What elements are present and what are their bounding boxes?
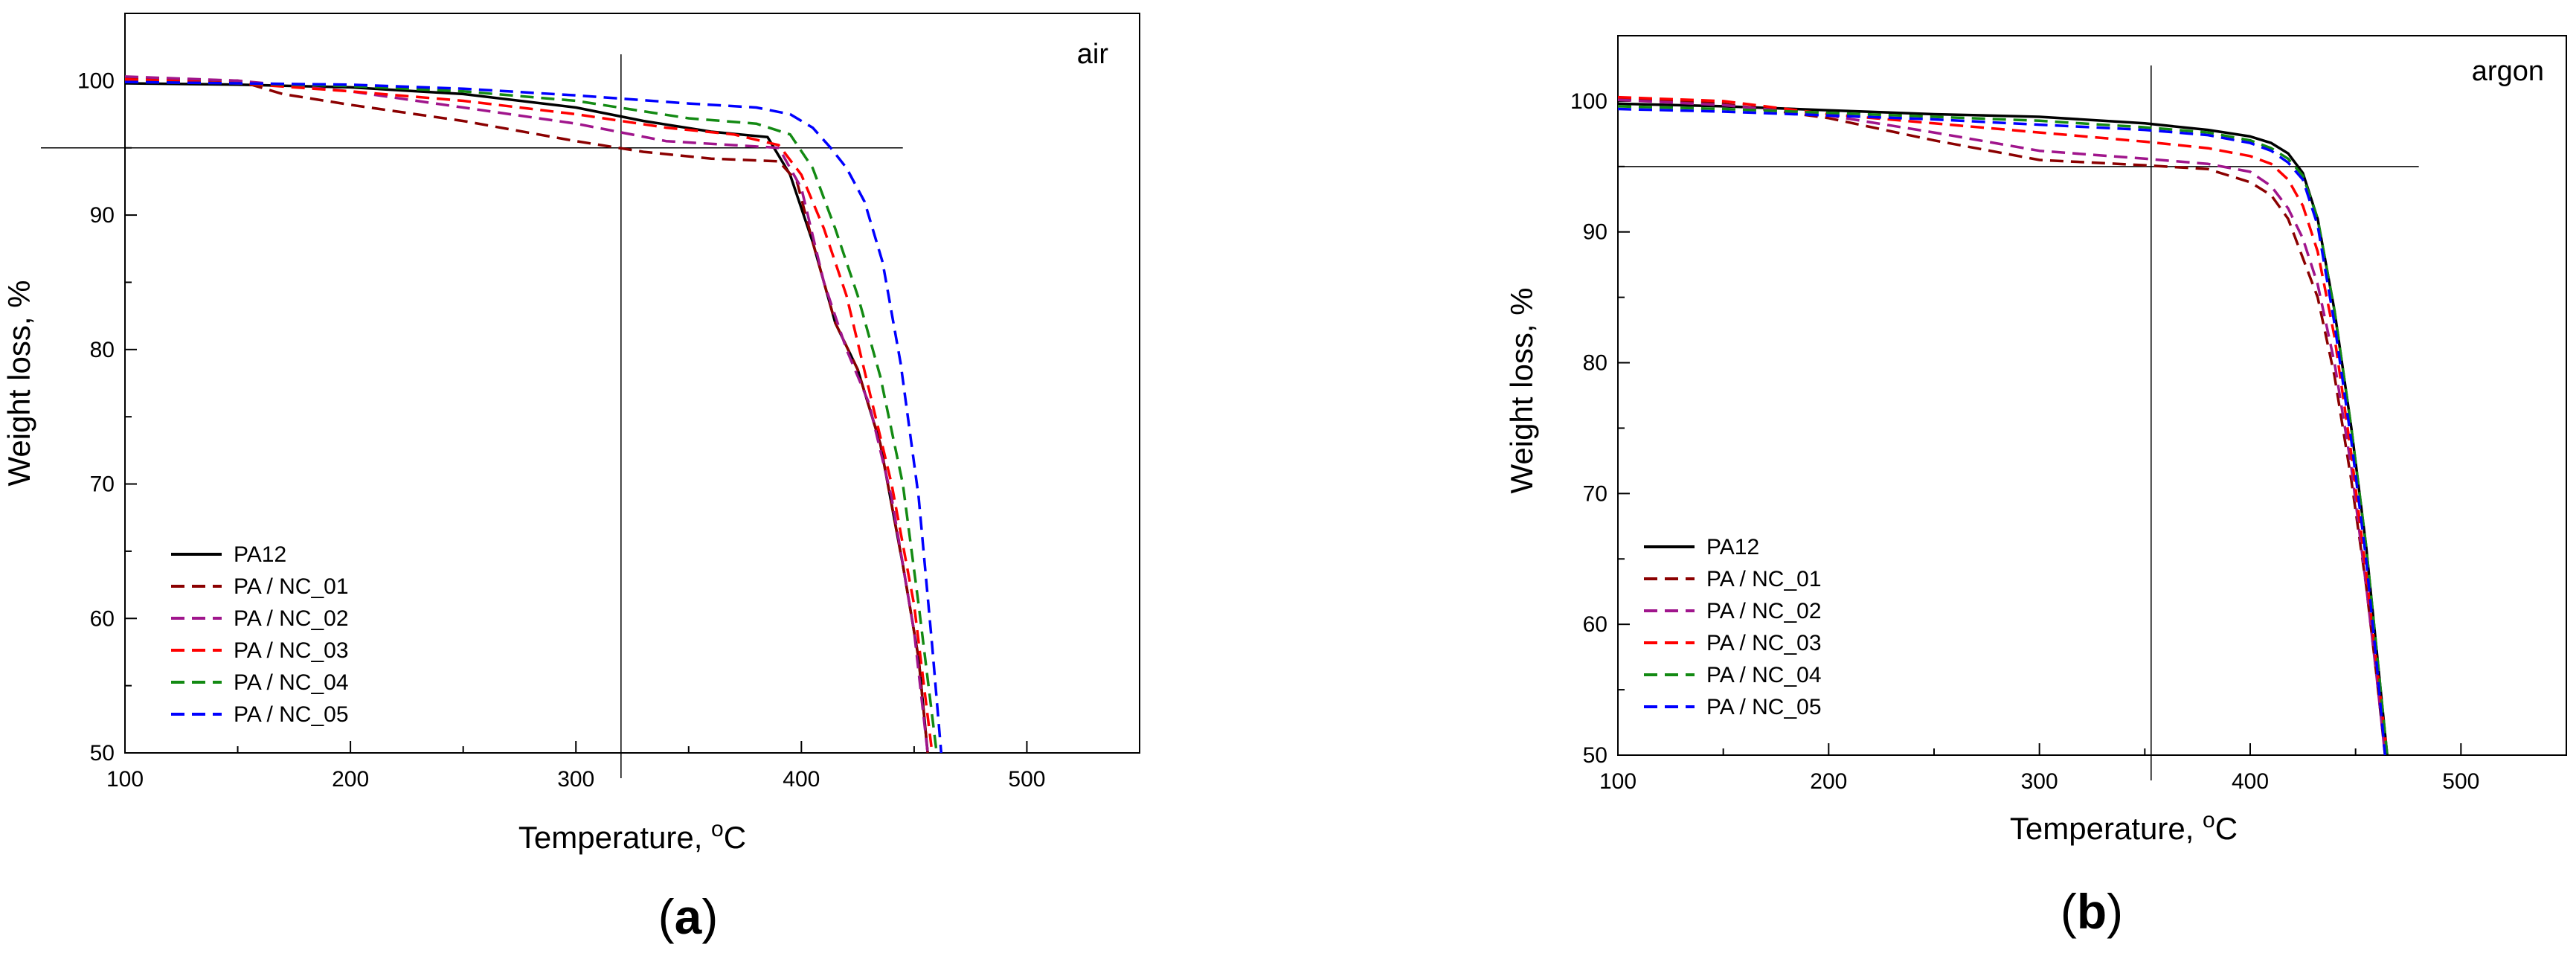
series-line-pa-nc-01: [124, 76, 929, 754]
x-tick-label: 200: [332, 767, 369, 792]
x-tick-label: 500: [2442, 769, 2479, 794]
legend-label: PA / NC_04: [234, 670, 349, 695]
x-tick-label: 100: [1599, 769, 1637, 794]
legend-label: PA / NC_01: [234, 574, 349, 599]
legend-label: PA12: [1706, 535, 1759, 559]
y-tick-label: 90: [1583, 220, 1607, 245]
plot-frame: [1617, 35, 2567, 756]
y-tick-label: 60: [90, 606, 115, 631]
x-tick-label: 400: [783, 767, 820, 792]
y-axis-title: Weight loss, %: [1504, 288, 1539, 494]
y-tick-label: 50: [90, 741, 115, 766]
x-tick-label: 500: [1008, 767, 1045, 792]
y-tick-label: 60: [1583, 612, 1607, 637]
chart-panel-air: 100 200 300 400 500 50 60 70 80 90 100 air PA12 PA / …: [1, 13, 1140, 944]
x-axis-title: Temperature, oC: [2010, 808, 2238, 846]
x-tick-label: 200: [1810, 769, 1847, 794]
y-tick-label: 70: [1583, 481, 1607, 506]
series-line-pa-nc-04: [124, 80, 938, 754]
legend-label: PA / NC_03: [234, 638, 349, 663]
x-tick-label: 300: [2021, 769, 2058, 794]
legend-label: PA / NC_02: [1706, 599, 1822, 623]
y-tick-label: 50: [1583, 743, 1607, 768]
plot-frame: [124, 13, 1140, 754]
series-line-pa-nc-04: [1617, 105, 2389, 756]
legend-label: PA / NC_02: [234, 606, 349, 631]
panel-label: (a): [658, 889, 719, 944]
x-tick-label: 300: [557, 767, 594, 792]
legend-label: PA / NC_05: [1706, 695, 1822, 719]
y-axis-title: Weight loss, %: [1, 280, 36, 487]
y-tick-label: 90: [90, 203, 115, 228]
y-tick-label: 100: [1570, 89, 1607, 114]
series-line-pa-nc-02: [124, 75, 929, 754]
series-line-pa12: [1617, 102, 2389, 756]
legend-label: PA12: [234, 542, 286, 567]
legend-label: PA / NC_01: [1706, 567, 1822, 591]
series-line-pa-nc-05: [1617, 107, 2387, 756]
series-line-pa-nc-01: [1617, 97, 2387, 756]
y-tick-label: 80: [90, 338, 115, 362]
series-line-pa-nc-05: [124, 80, 943, 754]
atmosphere-label: argon: [2472, 56, 2544, 87]
legend-label: PA / NC_04: [1706, 663, 1822, 687]
y-tick-label: 100: [77, 68, 115, 93]
series-line-pa-nc-03: [1617, 95, 2389, 756]
legend-label: PA / NC_03: [1706, 631, 1822, 655]
panel-label: (b): [2061, 884, 2123, 939]
series-line-pa-nc-03: [124, 77, 934, 754]
series-line-pa-nc-02: [1617, 98, 2387, 756]
chart-panel-argon: 100 200 300 400 500 50 60 70 80 90 100 argon PA12 PA …: [1504, 35, 2567, 939]
x-axis-title: Temperature, oC: [518, 817, 746, 855]
x-tick-label: 100: [106, 767, 144, 792]
atmosphere-label: air: [1077, 39, 1109, 70]
y-tick-label: 80: [1583, 351, 1607, 376]
legend-label: PA / NC_05: [234, 702, 349, 727]
x-tick-label: 400: [2232, 769, 2269, 794]
y-tick-label: 70: [90, 472, 115, 497]
